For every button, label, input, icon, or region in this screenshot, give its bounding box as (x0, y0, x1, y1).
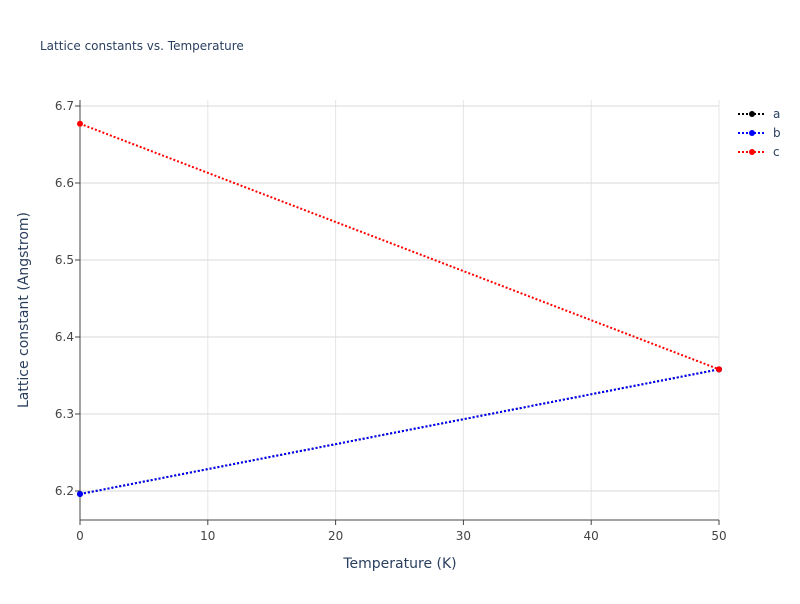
x-tick-label: 10 (200, 529, 215, 543)
y-tick-label: 6.3 (55, 407, 74, 421)
series-line (79, 368, 720, 496)
legend-marker (749, 111, 755, 117)
data-point (716, 366, 722, 373)
y-tick-label: 6.5 (55, 253, 74, 267)
y-tick-label: 6.2 (55, 484, 74, 498)
legend-label: a (773, 107, 780, 121)
data-point (77, 120, 83, 127)
x-axis-label: Temperature (K) (342, 556, 456, 572)
y-tick-label: 6.6 (55, 176, 74, 190)
x-tick-label: 30 (456, 529, 471, 543)
legend-marker (749, 130, 755, 136)
y-axis-label: Lattice constant (Angstrom) (16, 212, 32, 408)
x-tick-label: 50 (711, 529, 726, 543)
x-tick-label: 0 (76, 529, 84, 543)
legend-label: c (773, 145, 780, 159)
series-line (79, 122, 720, 371)
x-tick-label: 20 (328, 529, 343, 543)
chart-title: Lattice constants vs. Temperature (40, 39, 244, 53)
legend-marker (749, 149, 755, 155)
x-tick-label: 40 (584, 529, 599, 543)
data-point (77, 491, 83, 498)
y-tick-label: 6.7 (55, 99, 74, 113)
y-tick-label: 6.4 (55, 330, 74, 344)
legend-label: b (773, 126, 781, 140)
